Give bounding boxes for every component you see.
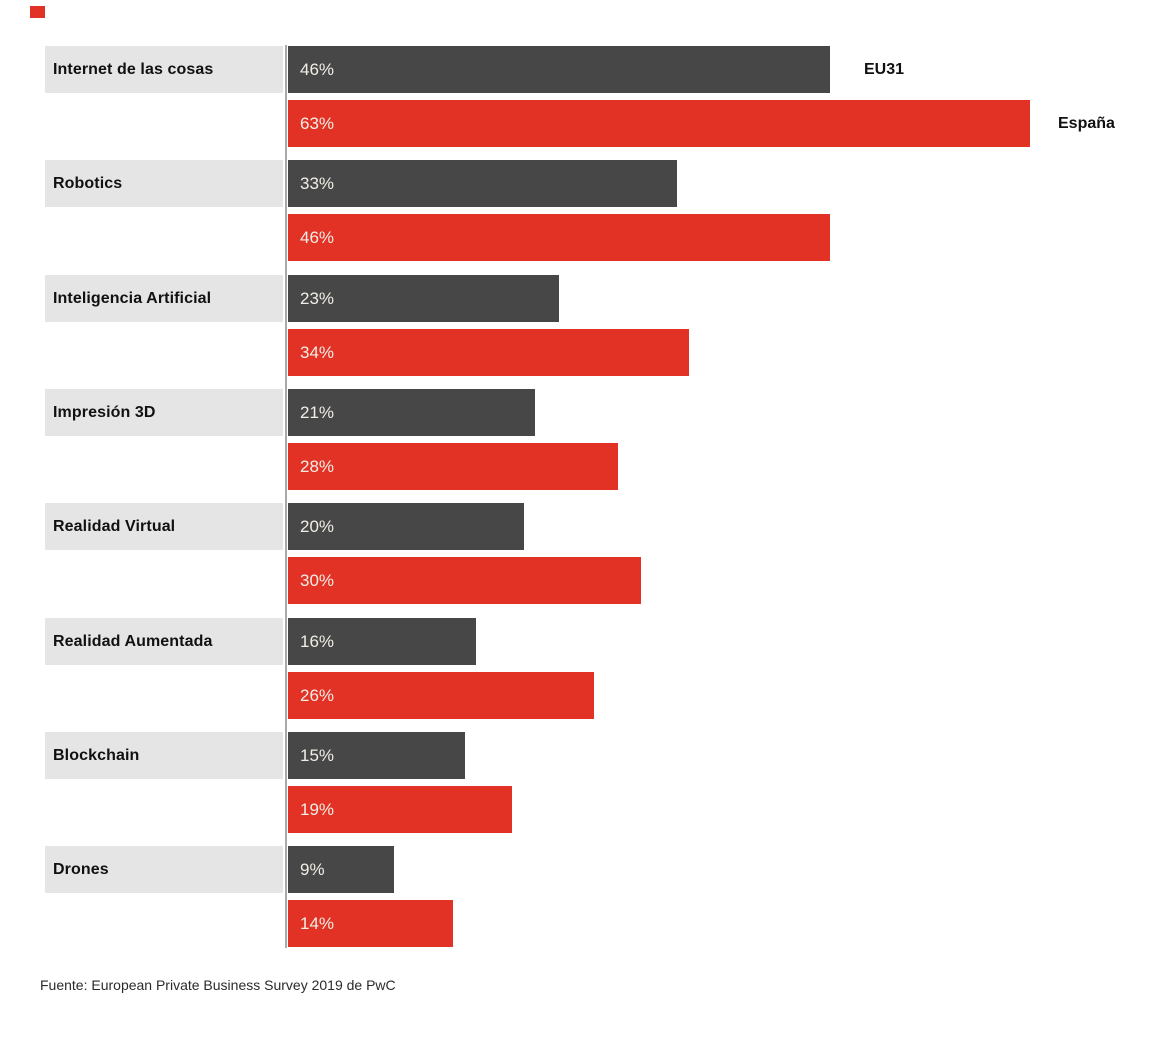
category-label-band: Robotics	[45, 160, 283, 207]
category-label-band: Blockchain	[45, 732, 283, 779]
category-label-band: Drones	[45, 846, 283, 893]
bar-value-label: 30%	[300, 570, 335, 590]
category-label-band: Internet de las cosas	[45, 46, 283, 93]
legend-espana: España	[1058, 114, 1115, 132]
category-label: Internet de las cosas	[53, 60, 214, 78]
category-label-band: Realidad Aumentada	[45, 618, 283, 665]
bar-value-label: 21%	[300, 402, 335, 422]
red-accent-square	[30, 6, 45, 18]
bar-eu31: 21%	[288, 389, 535, 436]
category-label: Realidad Virtual	[53, 517, 176, 535]
bar-value-label: 16%	[300, 631, 335, 651]
bar-value-label: 14%	[300, 913, 335, 933]
bar-eu31: 23%	[288, 275, 559, 322]
bar-eu31: 46%	[288, 46, 830, 93]
bar-espana: 14%	[288, 900, 453, 947]
source-note: Fuente: European Private Business Survey…	[40, 977, 396, 993]
bar-eu31: 33%	[288, 160, 677, 207]
bar-value-label: 15%	[300, 745, 335, 765]
bar-value-label: 26%	[300, 685, 335, 705]
bar-espana: 34%	[288, 329, 689, 376]
bar-value-label: 46%	[300, 59, 335, 79]
bar-espana: 26%	[288, 672, 594, 719]
category-label: Inteligencia Artificial	[53, 289, 212, 307]
category-label-band: Realidad Virtual	[45, 503, 283, 550]
bar-value-label: 9%	[300, 859, 325, 879]
bar-value-label: 33%	[300, 173, 335, 193]
bar-value-label: 28%	[300, 456, 335, 476]
bar-value-label: 19%	[300, 799, 335, 819]
category-label: Blockchain	[53, 746, 140, 764]
bar-espana: 19%	[288, 786, 512, 833]
bar-eu31: 9%	[288, 846, 394, 893]
bar-value-label: 23%	[300, 288, 335, 308]
bar-espana: 46%	[288, 214, 830, 261]
category-label-band: Inteligencia Artificial	[45, 275, 283, 322]
category-label: Impresión 3D	[53, 403, 156, 421]
bar-value-label: 34%	[300, 342, 335, 362]
category-label: Realidad Aumentada	[53, 632, 213, 650]
bar-eu31: 16%	[288, 618, 476, 665]
bar-eu31: 15%	[288, 732, 465, 779]
bar-value-label: 46%	[300, 227, 335, 247]
category-label: Robotics	[53, 174, 123, 192]
bar-espana: 28%	[288, 443, 618, 490]
legend-eu31: EU31	[864, 60, 905, 78]
bar-value-label: 63%	[300, 113, 335, 133]
axis-line	[285, 45, 287, 948]
bar-espana: 30%	[288, 557, 641, 604]
bar-espana: 63%	[288, 100, 1030, 147]
category-label: Drones	[53, 860, 109, 878]
bar-eu31: 20%	[288, 503, 524, 550]
category-label-band: Impresión 3D	[45, 389, 283, 436]
bar-value-label: 20%	[300, 516, 335, 536]
